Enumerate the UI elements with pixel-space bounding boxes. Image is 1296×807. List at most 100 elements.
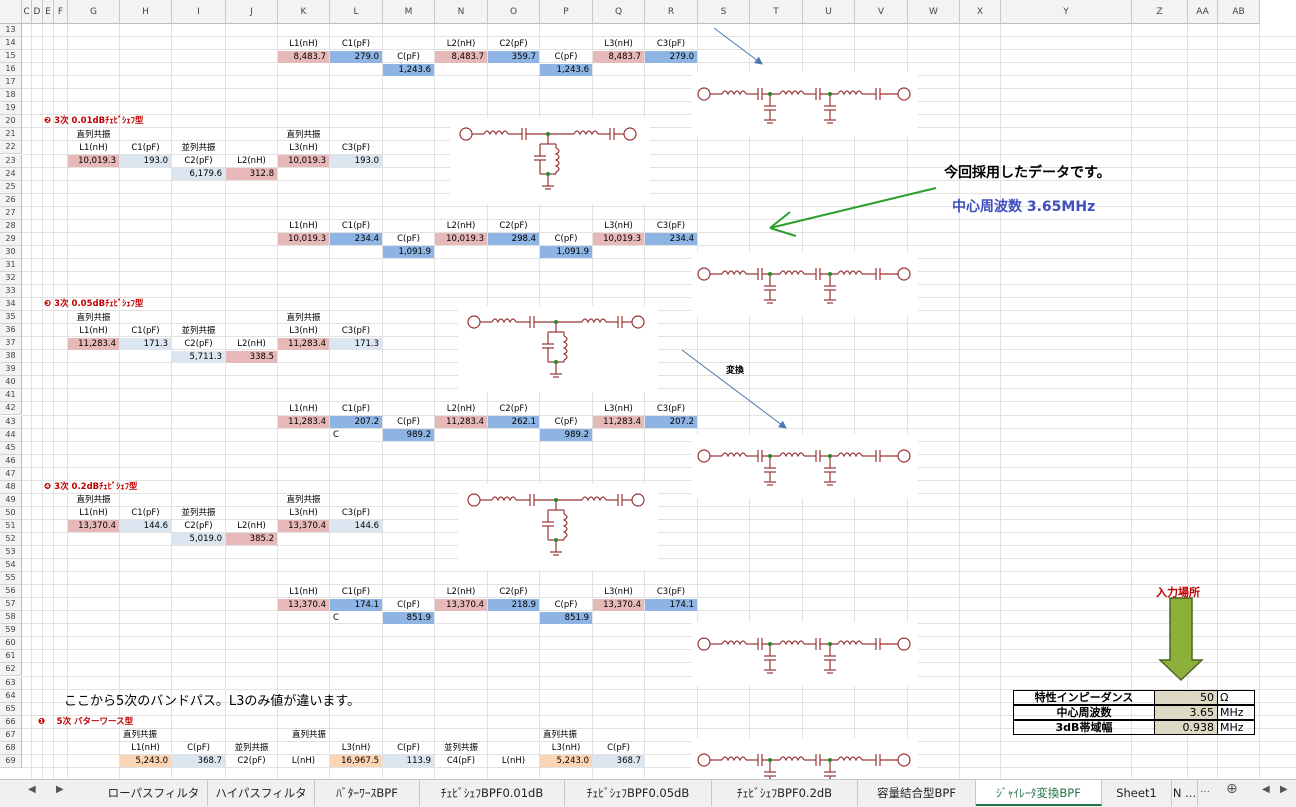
cell[interactable]: 193.0 [330, 155, 382, 167]
row-header[interactable]: 56 [0, 585, 22, 599]
select-all-corner[interactable] [0, 0, 22, 24]
cell[interactable]: L3(nH) [341, 743, 371, 754]
cell[interactable]: L3(nH) [604, 221, 633, 232]
cell[interactable]: 16,967.5 [330, 755, 382, 768]
cell[interactable]: 直列共振 [286, 495, 321, 506]
cell[interactable]: 1,091.9 [540, 246, 592, 259]
cell[interactable]: L1(nH) [79, 142, 108, 153]
column-header[interactable]: N [435, 0, 488, 24]
cell[interactable]: L1(nH) [79, 508, 108, 519]
row-header[interactable]: 18 [0, 89, 22, 103]
cell[interactable]: C(pF) [554, 417, 578, 427]
input-value[interactable]: 50 [1154, 690, 1218, 705]
cell[interactable]: 338.5 [226, 350, 277, 363]
cell[interactable]: 直列共振 [123, 730, 158, 741]
cell[interactable]: 11,283.4 [593, 416, 644, 428]
column-header[interactable]: O [488, 0, 540, 24]
column-header[interactable]: S [698, 0, 750, 24]
column-header[interactable]: C [22, 0, 32, 24]
cell[interactable]: 279.0 [645, 50, 697, 63]
sheet-tab[interactable]: ｼﾞｬｲﾚｰﾀ変換BPF [976, 780, 1102, 806]
cell[interactable]: C1(pF) [131, 142, 160, 153]
row-header[interactable]: 13 [0, 24, 22, 38]
cell[interactable]: 8,483.7 [593, 50, 644, 63]
cell[interactable]: C1(pF) [341, 38, 371, 49]
row-header[interactable]: 54 [0, 559, 22, 573]
row-header[interactable]: 14 [0, 37, 22, 51]
cell[interactable]: 直列共振 [543, 730, 578, 741]
row-header[interactable]: 67 [0, 728, 22, 742]
cell[interactable]: C2(pF) [184, 521, 213, 532]
cell[interactable]: L(nH) [501, 756, 526, 767]
cell[interactable]: C2(pF) [184, 338, 213, 349]
row-header[interactable]: 30 [0, 245, 22, 259]
cell[interactable]: L1(nH) [289, 221, 318, 232]
cell[interactable]: L2(nH) [237, 156, 266, 166]
cell[interactable]: C(pF) [607, 743, 630, 754]
column-header[interactable]: AB [1218, 0, 1260, 24]
cell[interactable]: 262.1 [488, 416, 539, 428]
cell[interactable]: 207.2 [330, 416, 382, 428]
cell[interactable]: L1(nH) [289, 38, 318, 49]
cell[interactable]: 1,091.9 [383, 246, 434, 259]
cell[interactable]: C1(pF) [341, 586, 371, 597]
spreadsheet-grid[interactable]: C D E F G H I J K L M N O P Q R S T U V W X Y Z AA AB 13 14 15 16 17 18… [0, 0, 1296, 779]
sheet-tab[interactable]: ﾊﾞﾀｰﾜｰｽBPF [315, 780, 420, 806]
cell[interactable]: L3(nH) [604, 403, 633, 414]
row-header[interactable]: 19 [0, 102, 22, 116]
cell[interactable]: 6,179.6 [172, 168, 225, 181]
tab-scroll-far-icon[interactable]: ▶ [1280, 784, 1288, 795]
cell[interactable]: 13,370.4 [435, 598, 487, 611]
cell[interactable]: 279.0 [330, 50, 382, 63]
column-header[interactable]: X [960, 0, 1001, 24]
row-header[interactable]: 43 [0, 415, 22, 429]
row-header[interactable]: 57 [0, 598, 22, 612]
cell[interactable]: 11,283.4 [278, 337, 329, 350]
cell[interactable]: 並列共振 [443, 743, 478, 754]
cell[interactable]: C [333, 612, 339, 623]
cell[interactable]: 並列共振 [181, 508, 216, 519]
cell[interactable]: 13,370.4 [278, 598, 329, 611]
cell[interactable]: C(pF) [187, 743, 210, 754]
column-header[interactable]: U [803, 0, 855, 24]
cell[interactable]: C2(pF) [184, 156, 213, 166]
cell[interactable]: C(pF) [397, 51, 420, 62]
column-header[interactable]: F [54, 0, 68, 24]
cell[interactable]: 直列共振 [76, 129, 111, 140]
row-header[interactable]: 69 [0, 754, 22, 768]
cell[interactable]: 174.1 [645, 598, 697, 611]
row-header[interactable]: 26 [0, 193, 22, 207]
cell[interactable]: 1,243.6 [540, 63, 592, 76]
cell[interactable]: 10,019.3 [278, 233, 329, 246]
row-header[interactable]: 41 [0, 389, 22, 403]
row-header[interactable]: 35 [0, 311, 22, 325]
column-header[interactable]: Z [1132, 0, 1188, 24]
row-header[interactable]: 38 [0, 350, 22, 364]
cell[interactable]: 1,243.6 [383, 63, 434, 76]
column-header[interactable]: J [226, 0, 278, 24]
row-header[interactable]: 59 [0, 624, 22, 638]
row-header[interactable]: 29 [0, 232, 22, 246]
cell[interactable]: 13,370.4 [278, 520, 329, 533]
row-header[interactable]: 64 [0, 689, 22, 703]
column-header[interactable]: L [330, 0, 383, 24]
cell[interactable]: L3(nH) [289, 508, 318, 519]
scroll-right-icon[interactable]: ▶ [56, 784, 64, 795]
row-header[interactable]: 55 [0, 572, 22, 586]
row-header[interactable]: 63 [0, 676, 22, 690]
cell[interactable]: 10,019.3 [278, 155, 329, 167]
cell[interactable]: 11,283.4 [278, 416, 329, 428]
column-header[interactable]: E [43, 0, 54, 24]
cell[interactable]: C4(pF) [446, 756, 476, 767]
cell[interactable]: C2(pF) [499, 403, 528, 414]
cell[interactable]: C3(pF) [656, 221, 686, 232]
cell[interactable]: 8,483.7 [278, 50, 329, 63]
cell[interactable]: 298.4 [488, 233, 539, 246]
row-header[interactable]: 53 [0, 546, 22, 560]
cell[interactable]: C [333, 430, 339, 441]
column-header[interactable]: I [172, 0, 226, 24]
cell[interactable]: 直列共振 [76, 312, 111, 323]
column-header[interactable]: AA [1188, 0, 1218, 24]
cell[interactable]: 207.2 [645, 416, 697, 428]
row-header[interactable]: 51 [0, 519, 22, 533]
